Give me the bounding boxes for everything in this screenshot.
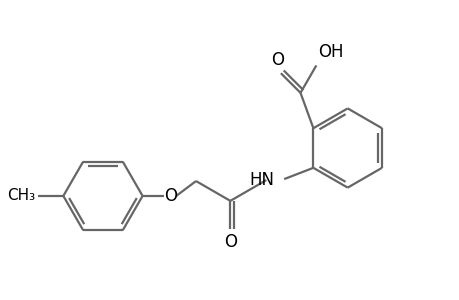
Text: O: O xyxy=(163,187,176,205)
Text: CH₃: CH₃ xyxy=(7,188,35,203)
Text: O: O xyxy=(271,51,284,69)
Text: O: O xyxy=(224,232,236,250)
Text: OH: OH xyxy=(318,44,343,62)
Text: HN: HN xyxy=(249,171,274,189)
